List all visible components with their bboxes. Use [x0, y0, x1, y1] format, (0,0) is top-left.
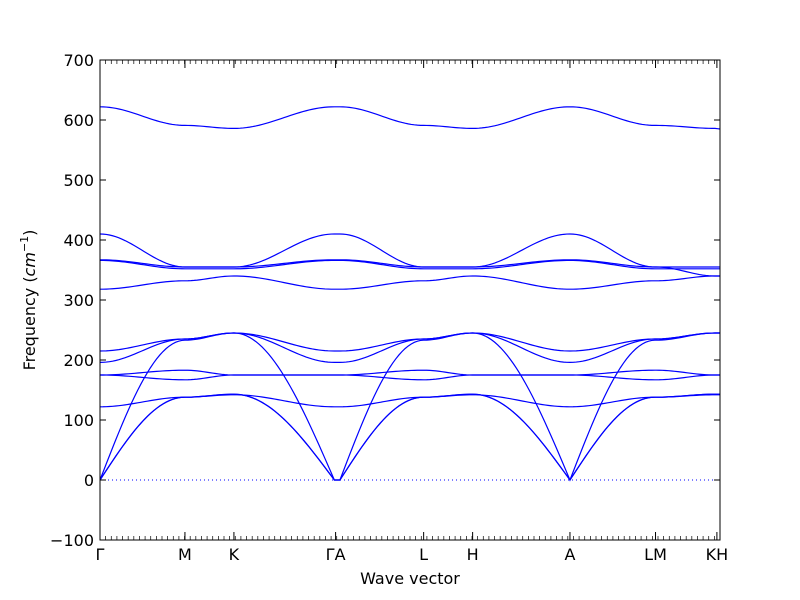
y-tick-label: 200 [63, 351, 94, 370]
y-tick-label: 0 [84, 471, 94, 490]
y-axis-label: Frequency (cm−1) [18, 230, 39, 371]
band-line-10 [99, 259, 720, 270]
y-tick-label: 500 [63, 171, 94, 190]
band-line-8 [99, 332, 720, 363]
y-axis-label-unit: cm [20, 252, 39, 276]
y-tick-label: 700 [63, 51, 94, 70]
x-tick-label: Γ [96, 545, 105, 564]
y-axis-label-unit-exp: −1 [18, 236, 31, 252]
x-tick-label: M [178, 545, 192, 564]
x-tick-label: KH [706, 545, 729, 564]
y-tick-label: 400 [63, 231, 94, 250]
series-layer [99, 106, 721, 482]
y-tick-label: −100 [50, 531, 94, 550]
x-tick-label: K [229, 545, 240, 564]
x-tick-label: A [564, 545, 575, 564]
y-axis-label-close: ) [20, 230, 39, 236]
y-axis-label-text: Frequency ( [20, 276, 39, 370]
x-axis-label: Wave vector [360, 569, 460, 588]
band-line-4 [99, 394, 720, 408]
x-tick-label: LM [644, 545, 667, 564]
band-line-6 [99, 369, 720, 376]
plot-area [100, 60, 720, 540]
band-line-12 [99, 233, 720, 277]
y-tick-label: 100 [63, 411, 94, 430]
band-line-13 [99, 106, 721, 130]
y-tick-label: 300 [63, 291, 94, 310]
x-tick-label: L [419, 545, 428, 564]
plot-frame [99, 59, 721, 541]
x-tick-label: ΓA [326, 545, 346, 564]
band-line-5 [99, 374, 720, 381]
y-tick-label: 600 [63, 111, 94, 130]
x-tick-label: H [467, 545, 479, 564]
band-line-3 [99, 332, 720, 482]
band-line-9 [99, 275, 720, 290]
tick-layer: −100 0 100 200 300 400 500 600 700 Γ M K ΓA L H A LM KH [50, 51, 728, 564]
